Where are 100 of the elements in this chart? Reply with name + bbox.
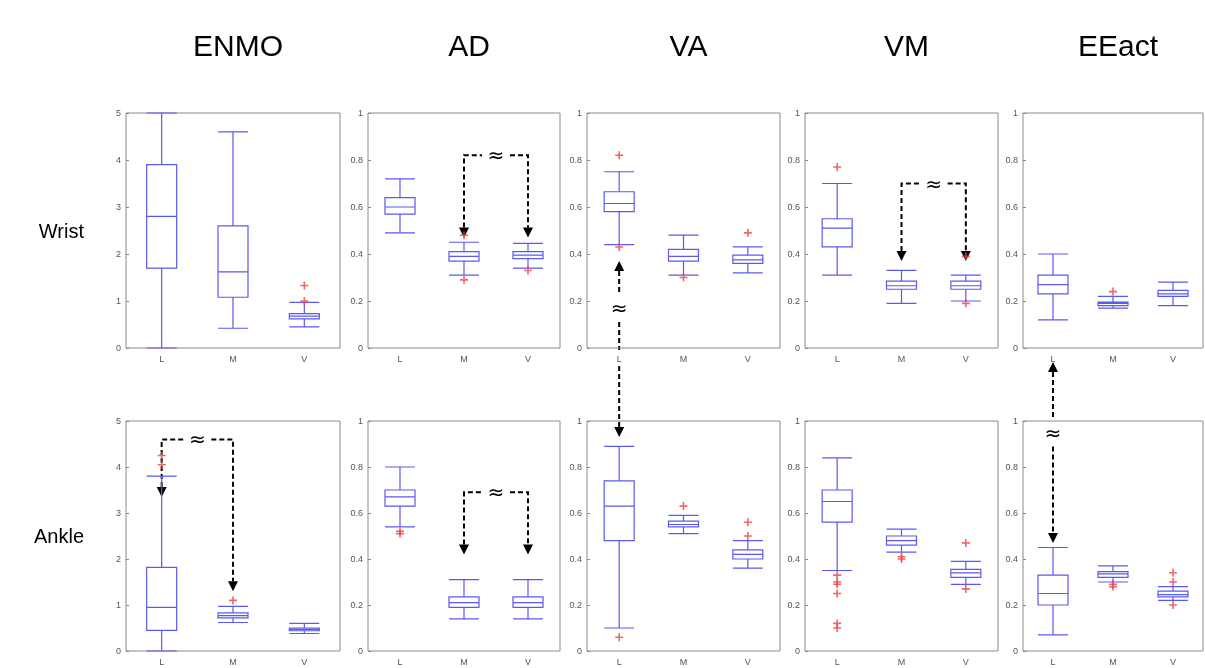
x-tick-label: M bbox=[229, 656, 237, 667]
y-tick-label: 0.4 bbox=[787, 554, 800, 564]
y-tick-label: 0.2 bbox=[787, 600, 800, 610]
y-tick-label: 0 bbox=[357, 646, 363, 656]
y-tick-label: 1 bbox=[1012, 108, 1018, 118]
y-tick-label: 0.6 bbox=[1005, 508, 1018, 518]
y-tick-label: 0 bbox=[357, 343, 363, 353]
y-tick-label: 0 bbox=[1012, 343, 1018, 353]
y-tick-label: 0.2 bbox=[569, 600, 582, 610]
y-tick-label: 0.2 bbox=[1005, 296, 1018, 306]
y-tick-label: 0.4 bbox=[569, 554, 582, 564]
y-tick-label: 0.6 bbox=[1005, 202, 1018, 212]
x-tick-label: L bbox=[616, 656, 622, 667]
y-tick-label: 0.2 bbox=[350, 296, 363, 306]
x-tick-label: V bbox=[301, 353, 308, 364]
chart-title: VA bbox=[669, 28, 708, 62]
y-tick-label: 0.6 bbox=[569, 508, 582, 518]
y-tick-label: 4 bbox=[115, 462, 121, 472]
y-tick-label: 5 bbox=[115, 416, 121, 426]
y-tick-label: 0.4 bbox=[569, 249, 582, 259]
chart-title: ENMO bbox=[193, 28, 283, 62]
y-tick-label: 0 bbox=[115, 646, 121, 656]
y-axis-title: Wrist bbox=[38, 219, 85, 242]
x-tick-label: M bbox=[460, 353, 468, 364]
annotation: ≈ bbox=[925, 171, 943, 196]
y-tick-label: 0 bbox=[576, 343, 582, 353]
x-tick-label: V bbox=[962, 353, 969, 364]
y-tick-label: 1 bbox=[357, 416, 363, 426]
chart-title: VM bbox=[884, 28, 929, 62]
x-tick-label: L bbox=[159, 353, 165, 364]
y-tick-label: 0.8 bbox=[787, 155, 800, 165]
chart-title: AD bbox=[448, 28, 490, 62]
x-tick-label: V bbox=[744, 353, 751, 364]
y-tick-label: 0.8 bbox=[350, 155, 363, 165]
y-tick-label: 2 bbox=[115, 554, 121, 564]
y-axis-title: Ankle bbox=[33, 525, 84, 547]
y-tick-label: 0.2 bbox=[350, 600, 363, 610]
y-tick-label: 1 bbox=[794, 108, 800, 118]
x-tick-label: V bbox=[1169, 353, 1177, 364]
x-tick-label: V bbox=[524, 353, 532, 364]
y-tick-label: 0.2 bbox=[569, 296, 582, 306]
y-tick-label: 0.8 bbox=[787, 462, 800, 472]
y-tick-label: 0.4 bbox=[1005, 249, 1018, 259]
y-tick-label: 0.8 bbox=[569, 462, 582, 472]
y-tick-label: 5 bbox=[115, 108, 121, 118]
x-tick-label: L bbox=[834, 656, 840, 667]
y-tick-label: 0 bbox=[576, 646, 582, 656]
y-tick-label: 0.6 bbox=[350, 202, 363, 212]
x-tick-label: V bbox=[301, 656, 308, 667]
x-tick-label: L bbox=[159, 656, 165, 667]
y-tick-label: 3 bbox=[115, 202, 121, 212]
y-tick-label: 0.8 bbox=[350, 462, 363, 472]
chart-title: EEact bbox=[1077, 28, 1159, 62]
y-tick-label: 4 bbox=[115, 155, 121, 165]
y-tick-label: 1 bbox=[1012, 416, 1018, 426]
x-tick-label: L bbox=[834, 353, 840, 364]
y-tick-label: 1 bbox=[115, 296, 121, 306]
y-tick-label: 0 bbox=[794, 343, 800, 353]
x-tick-label: M bbox=[229, 353, 237, 364]
y-tick-label: 1 bbox=[794, 416, 800, 426]
x-tick-label: V bbox=[962, 656, 969, 667]
x-tick-label: L bbox=[1050, 656, 1056, 667]
y-tick-label: 0.6 bbox=[787, 508, 800, 518]
x-tick-label: M bbox=[460, 656, 468, 667]
x-tick-label: L bbox=[1050, 353, 1056, 364]
x-tick-label: M bbox=[679, 656, 688, 667]
y-tick-label: 3 bbox=[115, 508, 121, 518]
y-tick-label: 0 bbox=[1012, 646, 1018, 656]
x-tick-label: L bbox=[397, 353, 403, 364]
y-tick-label: 0.6 bbox=[350, 508, 363, 518]
annotation: ≈ bbox=[487, 480, 505, 505]
annotation: ≈ bbox=[610, 296, 628, 321]
y-tick-label: 1 bbox=[357, 108, 363, 118]
y-tick-label: 0.8 bbox=[569, 155, 582, 165]
y-tick-label: 0 bbox=[115, 343, 121, 353]
x-tick-label: M bbox=[1109, 656, 1117, 667]
annotation: ≈ bbox=[188, 427, 206, 452]
y-tick-label: 0.4 bbox=[350, 249, 363, 259]
x-tick-label: L bbox=[616, 353, 622, 364]
y-tick-label: 0.2 bbox=[1005, 600, 1018, 610]
y-tick-label: 0.6 bbox=[569, 202, 582, 212]
y-tick-label: 0.8 bbox=[1005, 155, 1018, 165]
annotation: ≈ bbox=[1044, 420, 1062, 445]
y-tick-label: 0.4 bbox=[350, 554, 363, 564]
y-tick-label: 0.4 bbox=[1005, 554, 1018, 564]
x-tick-label: L bbox=[397, 656, 403, 667]
y-tick-label: 1 bbox=[115, 600, 121, 610]
annotation: ≈ bbox=[487, 143, 505, 168]
x-tick-label: M bbox=[1109, 353, 1117, 364]
y-tick-label: 2 bbox=[115, 249, 121, 259]
y-tick-label: 0.8 bbox=[1005, 462, 1018, 472]
y-tick-label: 0.6 bbox=[787, 202, 800, 212]
y-tick-label: 0 bbox=[794, 646, 800, 656]
y-tick-label: 0.2 bbox=[787, 296, 800, 306]
x-tick-label: V bbox=[524, 656, 532, 667]
x-tick-label: V bbox=[744, 656, 751, 667]
x-tick-label: M bbox=[679, 353, 688, 364]
y-tick-label: 0.4 bbox=[787, 249, 800, 259]
y-tick-label: 1 bbox=[576, 416, 582, 426]
x-tick-label: M bbox=[897, 656, 906, 667]
